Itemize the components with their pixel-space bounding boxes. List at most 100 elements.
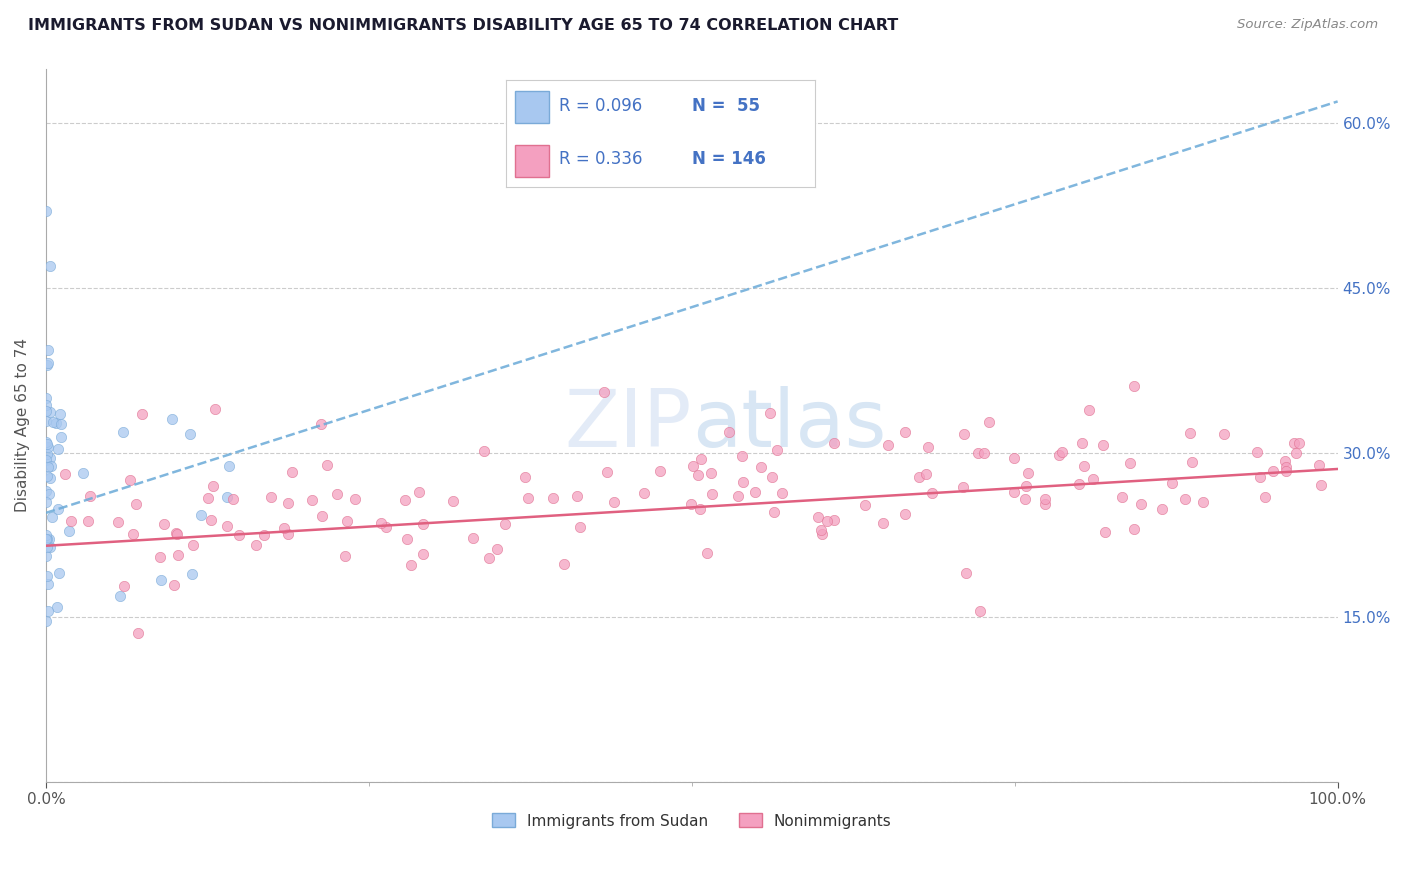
Point <box>45 416 67 430</box>
Point <box>35 436 58 450</box>
Point <box>35 468 58 483</box>
Point <box>1192 495 1215 509</box>
Point <box>35 614 58 628</box>
Point <box>807 510 830 524</box>
Point <box>700 487 723 501</box>
Point <box>37 604 59 618</box>
Point <box>1002 450 1025 465</box>
Point <box>973 446 995 460</box>
Point <box>1017 466 1039 480</box>
Point <box>815 514 838 528</box>
Point <box>894 507 917 521</box>
Point <box>1119 456 1142 470</box>
Point <box>441 493 464 508</box>
Point <box>1078 403 1101 417</box>
Point <box>180 566 202 581</box>
Point <box>486 542 509 557</box>
FancyBboxPatch shape <box>516 145 550 177</box>
Point <box>513 469 536 483</box>
Point <box>163 577 186 591</box>
Point <box>1178 425 1201 440</box>
Point <box>1212 426 1234 441</box>
Point <box>823 513 845 527</box>
Point <box>690 452 713 467</box>
Point <box>1035 497 1057 511</box>
Point <box>333 549 356 563</box>
Point <box>38 540 60 554</box>
Point <box>35 453 58 467</box>
Point <box>461 531 484 545</box>
Point <box>696 546 718 560</box>
Point <box>1282 436 1305 450</box>
Point <box>336 515 359 529</box>
Point <box>58 524 80 539</box>
Point <box>39 471 62 485</box>
Point <box>53 467 76 482</box>
Point <box>35 495 58 509</box>
Point <box>39 259 62 273</box>
Point <box>37 541 59 555</box>
Point <box>273 521 295 535</box>
Point <box>218 458 240 473</box>
Point <box>253 528 276 542</box>
Point <box>309 417 332 431</box>
Point <box>877 438 900 452</box>
Point <box>1249 469 1271 483</box>
Point <box>907 469 929 483</box>
Point <box>179 426 201 441</box>
Point <box>1083 472 1105 486</box>
Point <box>108 589 131 603</box>
Point <box>35 549 58 563</box>
Point <box>553 558 575 572</box>
Point <box>79 489 101 503</box>
Point <box>1246 445 1268 459</box>
Point <box>197 491 219 505</box>
Point <box>153 516 176 531</box>
Point <box>204 401 226 416</box>
Point <box>872 516 894 530</box>
Point <box>1130 497 1153 511</box>
Y-axis label: Disability Age 65 to 74: Disability Age 65 to 74 <box>15 338 30 512</box>
Point <box>1015 478 1038 492</box>
Point <box>733 475 755 489</box>
Point <box>49 417 72 431</box>
Point <box>1161 476 1184 491</box>
Point <box>1094 525 1116 540</box>
Point <box>190 508 212 522</box>
Point <box>855 499 877 513</box>
Point <box>915 467 938 481</box>
Point <box>717 425 740 440</box>
Point <box>952 480 974 494</box>
Point <box>472 443 495 458</box>
Point <box>568 520 591 534</box>
Point <box>127 625 149 640</box>
Point <box>35 447 58 461</box>
Point <box>311 509 333 524</box>
Point <box>277 527 299 541</box>
Point <box>810 523 832 537</box>
Point <box>112 579 135 593</box>
Point <box>59 515 82 529</box>
Point <box>1052 445 1074 459</box>
Point <box>727 490 749 504</box>
Point <box>35 204 58 219</box>
Point <box>823 435 845 450</box>
Point <box>648 464 671 478</box>
Point <box>149 550 172 565</box>
Point <box>150 574 173 588</box>
Point <box>1150 502 1173 516</box>
Point <box>48 407 70 421</box>
Point <box>35 434 58 449</box>
Point <box>565 489 588 503</box>
Point <box>374 519 396 533</box>
Point <box>46 502 69 516</box>
Point <box>107 515 129 529</box>
Point <box>969 604 991 618</box>
Point <box>1308 458 1330 473</box>
Point <box>35 358 58 372</box>
Point <box>977 416 1000 430</box>
Point <box>166 527 188 541</box>
Point <box>1033 492 1056 507</box>
Point <box>763 505 786 519</box>
Point <box>1254 491 1277 505</box>
